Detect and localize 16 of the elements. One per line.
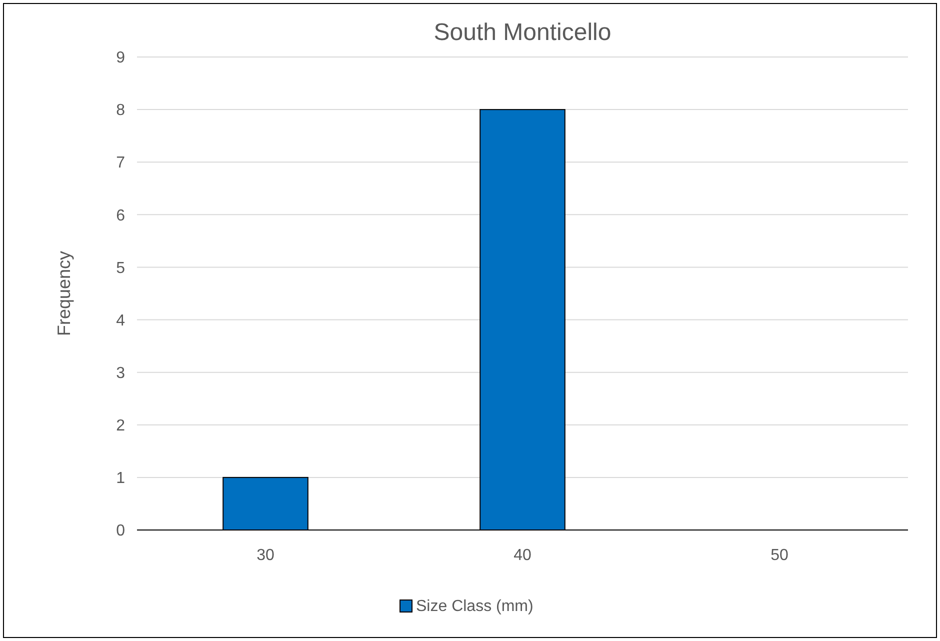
x-tick-label: 30 <box>256 547 274 564</box>
y-tick-label: 3 <box>116 364 126 382</box>
y-axis-title: Frequency <box>54 250 74 336</box>
x-tick-label: 40 <box>514 547 532 564</box>
y-tick-label: 6 <box>116 207 126 224</box>
y-tick-label: 0 <box>116 522 126 540</box>
legend-label: Size Class (mm) <box>416 598 534 615</box>
y-tick-label: 8 <box>116 102 126 120</box>
y-tick-label: 7 <box>116 154 126 172</box>
y-tick-label: 5 <box>116 260 126 277</box>
y-tick-label: 2 <box>116 417 126 434</box>
y-tick-label: 9 <box>116 50 126 67</box>
y-tick-label: 4 <box>116 312 126 330</box>
y-tick-label: 1 <box>116 470 126 488</box>
chart-title: South Monticello <box>434 19 612 46</box>
x-tick-label: 50 <box>770 547 788 564</box>
